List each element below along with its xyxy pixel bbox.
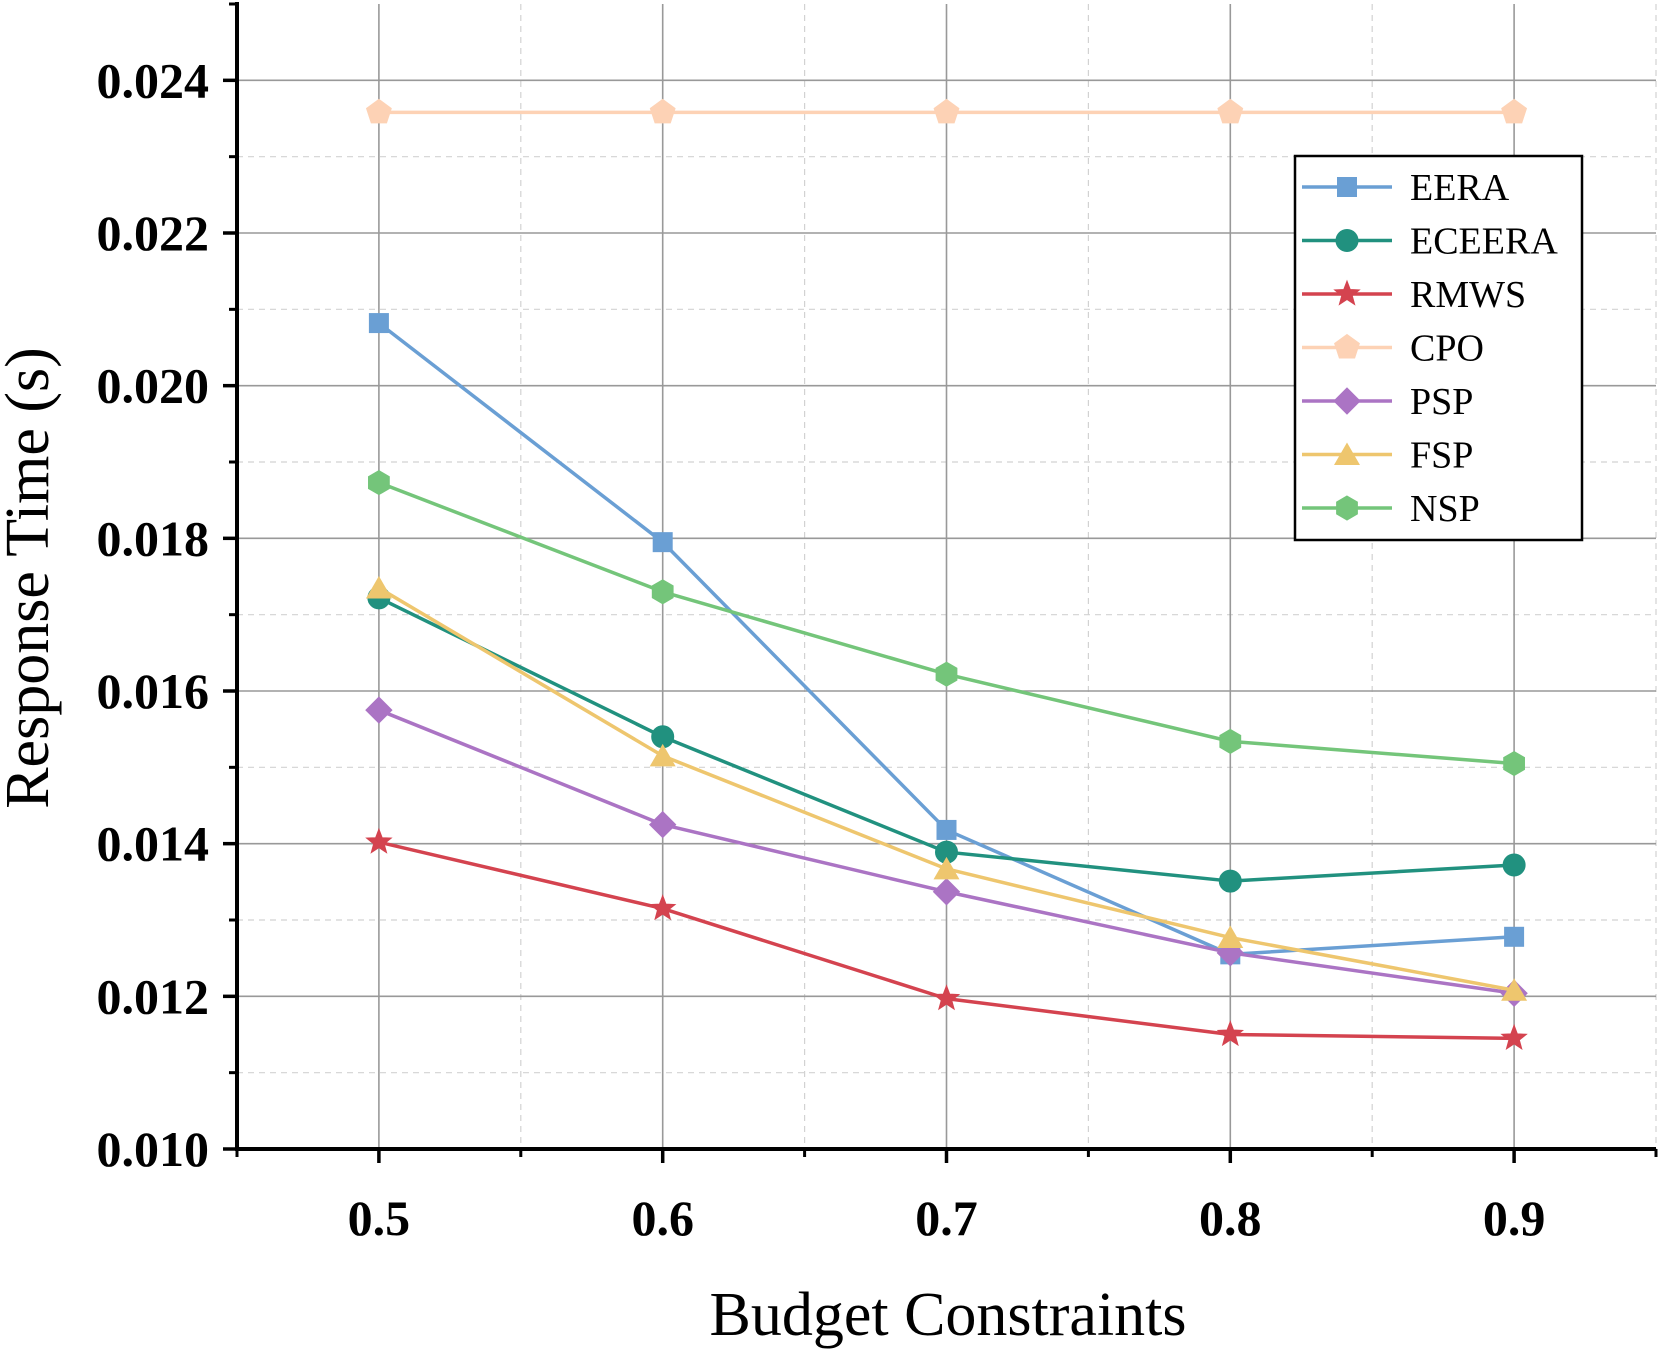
y-axis-title: Response Time (s) <box>0 347 62 809</box>
data-point-eera <box>1504 926 1525 947</box>
legend-marker-fsp <box>1334 442 1360 465</box>
y-tick-label: 0.010 <box>97 1121 210 1177</box>
data-point-rmws <box>365 827 393 854</box>
data-point-nsp <box>1219 728 1242 754</box>
data-point-nsp <box>1503 750 1525 777</box>
data-point-cpo <box>933 98 960 124</box>
legend-label-eera: EERA <box>1410 167 1510 209</box>
series-fsp <box>365 575 1528 1001</box>
x-tick-label: 0.9 <box>1483 1190 1546 1246</box>
data-point-eera <box>936 819 957 840</box>
data-point-eceera <box>1502 853 1526 877</box>
x-tick-label: 0.6 <box>631 1190 694 1246</box>
y-tick-label: 0.018 <box>97 510 210 566</box>
data-point-rmws <box>1216 1020 1245 1047</box>
y-tick-label: 0.022 <box>97 205 210 261</box>
data-point-fsp <box>1217 925 1244 949</box>
series-cpo <box>365 98 1528 124</box>
data-point-eera <box>652 532 673 553</box>
y-tick-label: 0.024 <box>97 52 210 108</box>
data-point-psp <box>932 878 961 906</box>
data-point-rmws <box>932 984 961 1011</box>
data-point-cpo <box>1501 98 1528 124</box>
data-point-nsp <box>935 661 958 687</box>
y-tick-label: 0.014 <box>97 816 210 872</box>
series-layer <box>365 98 1528 1050</box>
legend-label-psp: PSP <box>1410 381 1473 423</box>
legend-marker-rmws <box>1333 279 1361 306</box>
legend-label-nsp: NSP <box>1410 488 1480 530</box>
legend-label-fsp: FSP <box>1410 435 1473 477</box>
legend-label-cpo: CPO <box>1410 328 1484 370</box>
y-tick-label: 0.016 <box>97 663 210 719</box>
x-tick-label: 0.7 <box>915 1190 978 1246</box>
legend-marker-eceera <box>1335 229 1359 252</box>
data-point-nsp <box>368 470 390 496</box>
legend-marker-cpo <box>1334 333 1360 359</box>
data-point-nsp <box>651 579 674 605</box>
data-point-fsp <box>649 743 676 767</box>
series-rmws <box>365 827 1528 1050</box>
data-point-psp <box>648 810 677 839</box>
legend-marker-nsp <box>1336 495 1358 521</box>
x-axis-title: Budget Constraints <box>709 1281 1186 1349</box>
data-point-psp <box>365 696 393 724</box>
series-eceera <box>367 586 1526 893</box>
data-point-cpo <box>365 98 392 124</box>
data-point-rmws <box>648 894 677 921</box>
legend-label-rmws: RMWS <box>1410 274 1526 316</box>
legend: EERA ECEERA RMWS CPO PSP FSP NSP <box>1293 154 1584 542</box>
legend-label-eceera: ECEERA <box>1410 221 1558 263</box>
data-point-cpo <box>1217 98 1244 124</box>
data-point-cpo <box>649 98 676 124</box>
y-tick-label: 0.020 <box>97 358 210 414</box>
data-point-fsp <box>365 575 392 599</box>
legend-marker-eera <box>1337 177 1357 197</box>
data-point-eceera <box>1218 869 1242 893</box>
data-point-fsp <box>1501 978 1528 1001</box>
y-tick-label: 0.012 <box>97 968 210 1024</box>
data-point-fsp <box>933 856 960 880</box>
series-nsp <box>368 470 1525 777</box>
legend-marker-psp <box>1333 387 1361 415</box>
axes: 0.010 0.012 0.014 0.016 0.018 0.020 0.022 0.024… <box>97 2 1658 1246</box>
data-point-rmws <box>1500 1023 1528 1050</box>
data-point-eera <box>368 313 389 334</box>
x-tick-label: 0.8 <box>1199 1190 1262 1246</box>
x-tick-label: 0.5 <box>348 1190 411 1246</box>
